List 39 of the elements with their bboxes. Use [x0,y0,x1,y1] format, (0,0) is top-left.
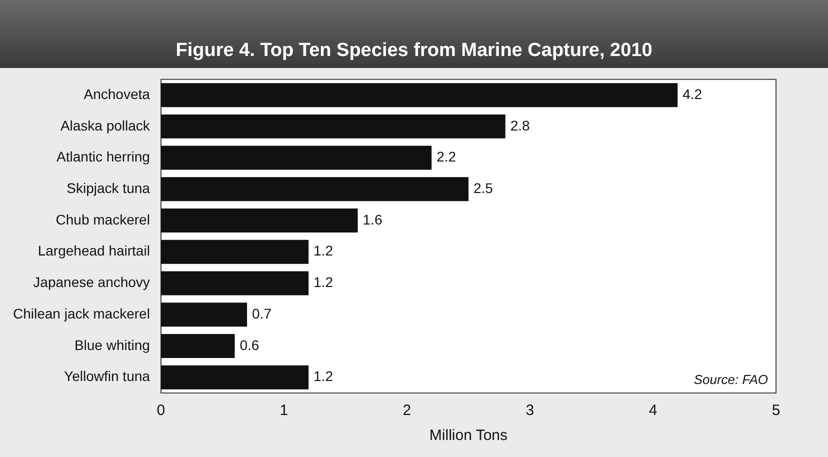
data-label: 1.2 [314,368,334,384]
y-tick-label: Chilean jack mackerel [12,305,150,322]
data-label: 1.2 [314,274,334,290]
y-tick-label: Japanese anchovy [33,274,150,290]
bar [160,208,358,233]
y-tick-label: Atlantic herring [56,148,150,165]
y-tick-label: Yellowfin tuna [64,368,150,384]
data-label: 1.6 [362,211,382,228]
x-axis-title: Million Tons [429,427,508,444]
x-tick-label: 1 [280,402,288,420]
bar [160,334,235,358]
bar [160,177,468,202]
bar [160,365,309,390]
y-tick-label: Skipjack tuna [66,180,150,196]
data-label: 4.2 [682,86,702,102]
bar [160,271,309,296]
y-tick-label: Chub mackerel [56,211,150,228]
y-tick-label: Largehead hairtail [38,242,150,259]
bar [160,114,506,138]
bar [160,83,678,108]
bar [160,146,432,170]
bar [160,240,309,264]
data-label: 2.5 [473,180,494,196]
data-label: 2.2 [436,148,456,165]
y-tick-label: Alaska pollack [60,117,151,134]
x-tick-label: 0 [156,402,166,420]
data-label: 2.8 [510,117,530,134]
x-tick-label: 3 [526,402,534,420]
chart-title: Figure 4. Top Ten Species from Marine Capture, 2010 [0,0,828,68]
data-label: 0.7 [252,305,272,322]
x-tick-label: 5 [772,402,780,420]
data-label: 1.2 [314,242,334,259]
x-tick-label: 4 [648,402,658,420]
y-tick-label: Anchoveta [84,86,150,102]
annotation: Source: FAO [694,372,768,388]
x-tick-label: 2 [402,402,412,420]
y-tick-label: Blue whiting [74,336,150,353]
data-label: 0.6 [240,336,260,353]
bar [160,302,248,327]
